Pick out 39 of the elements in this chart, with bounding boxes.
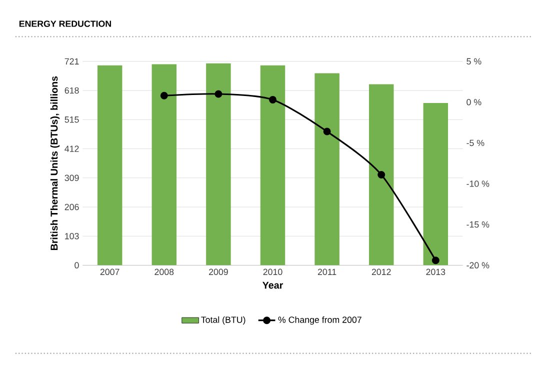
y-axis-title: British Thermal Units (BTUs), billions <box>50 76 60 250</box>
bar <box>368 84 394 266</box>
y2-tick-label: 5 % <box>466 58 482 64</box>
x-tick-label: 2009 <box>209 268 228 276</box>
bar <box>314 73 340 266</box>
y2-tick-label: -5 % <box>466 140 484 146</box>
y-tick-label: 0 <box>74 262 79 268</box>
y-tick-label: 309 <box>64 174 79 182</box>
y2-tick-label: 0 % <box>466 98 482 106</box>
y-tick-label: 618 <box>64 87 79 94</box>
bar <box>423 102 448 266</box>
bar <box>260 65 286 266</box>
x-tick-label: 2007 <box>100 268 120 276</box>
y2-tick-label: -15 % <box>466 221 490 228</box>
x-tick-label: 2008 <box>154 268 174 276</box>
y2-tick-label: -20 % <box>466 262 490 268</box>
y-tick-label: 721 <box>64 58 79 64</box>
point <box>323 128 331 136</box>
bar <box>97 65 122 266</box>
y-tick-label: 103 <box>65 232 79 240</box>
chart-title: ENERGY REDUCTION <box>19 20 111 27</box>
legend-label: % Change from 2007 <box>278 316 362 325</box>
bar <box>206 63 231 266</box>
point <box>269 96 277 104</box>
y2-tick-label: -10 % <box>466 180 490 187</box>
point <box>160 92 168 100</box>
y-tick-label: 412 <box>64 146 79 152</box>
bar <box>152 64 177 266</box>
x-tick-label: 2010 <box>263 268 282 276</box>
x-tick-label: 2012 <box>372 268 391 276</box>
point <box>214 90 222 98</box>
y-tick-label: 515 <box>64 116 79 123</box>
y-tick-label: 206 <box>64 204 79 210</box>
legend-label: Total (BTU) <box>201 316 246 325</box>
x-axis-title: Year <box>262 282 284 289</box>
x-tick-label: 2013 <box>426 268 446 276</box>
point <box>432 256 440 264</box>
point <box>378 170 386 178</box>
x-tick-label: 2011 <box>318 268 336 276</box>
